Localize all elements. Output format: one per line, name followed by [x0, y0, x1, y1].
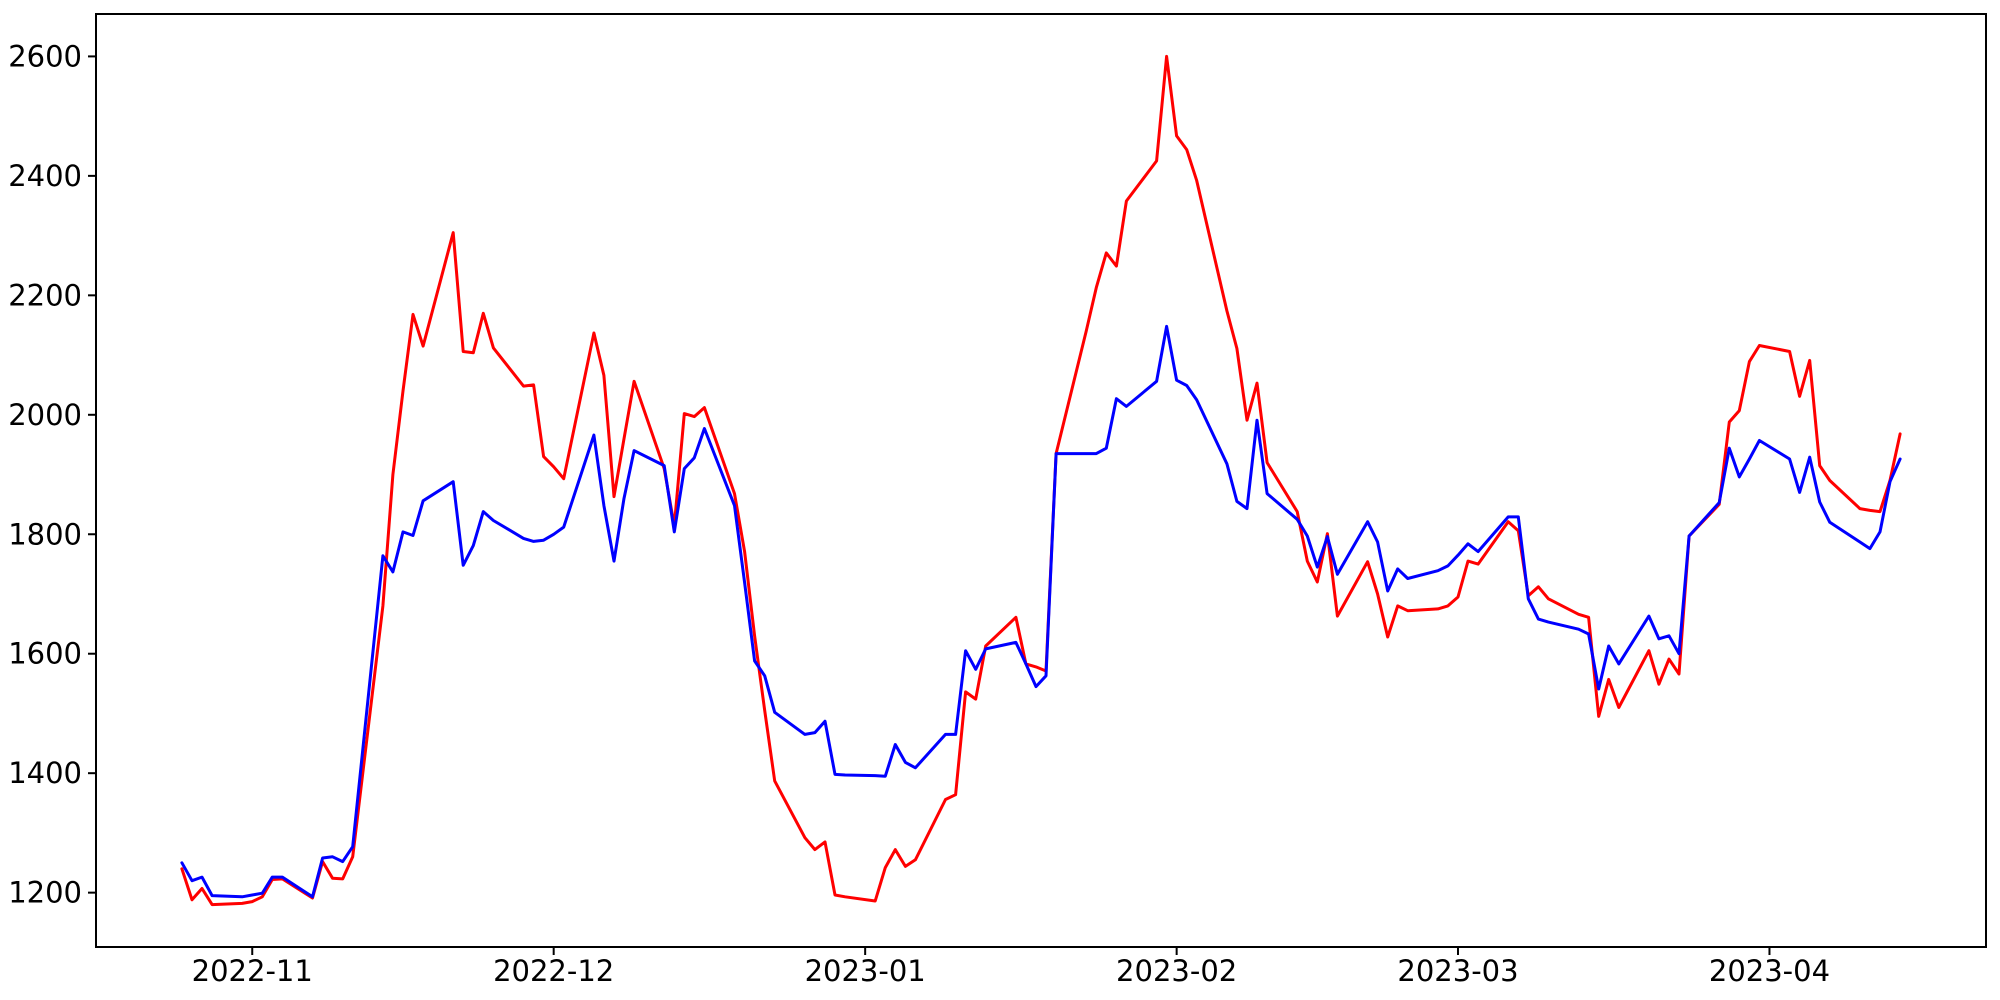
- y-tick-label: 2600: [8, 39, 82, 73]
- y-tick-label: 1600: [8, 637, 82, 671]
- y-tick-label: 2000: [8, 398, 82, 432]
- x-tick-label: 2023-02: [1116, 954, 1237, 988]
- x-tick-label: 2023-03: [1397, 954, 1518, 988]
- series-blue-line: [180, 324, 1902, 899]
- x-tick-label: 2022-11: [192, 954, 313, 988]
- y-tick-label: 1400: [8, 756, 82, 790]
- y-tick-label: 1800: [8, 517, 82, 551]
- y-axis-ticks: [88, 55, 96, 894]
- y-tick-label: 1200: [8, 876, 82, 910]
- x-axis-tick-labels: 2022-11 2022-12 2023-01 2023-02 2023-03 2023-…: [192, 954, 1830, 988]
- y-tick-label: 2200: [8, 278, 82, 312]
- plot-frame: [95, 13, 1987, 948]
- y-tick-label: 2400: [8, 159, 82, 193]
- x-tick-label: 2023-04: [1709, 954, 1830, 988]
- x-tick-label: 2022-12: [493, 954, 614, 988]
- y-axis-tick-labels: 1200 1400 1600 1800 2000 2200 2400 2600: [8, 39, 82, 909]
- x-axis-ticks: [251, 947, 1771, 955]
- x-tick-label: 2023-01: [805, 954, 926, 988]
- series-red-line: [180, 54, 1902, 907]
